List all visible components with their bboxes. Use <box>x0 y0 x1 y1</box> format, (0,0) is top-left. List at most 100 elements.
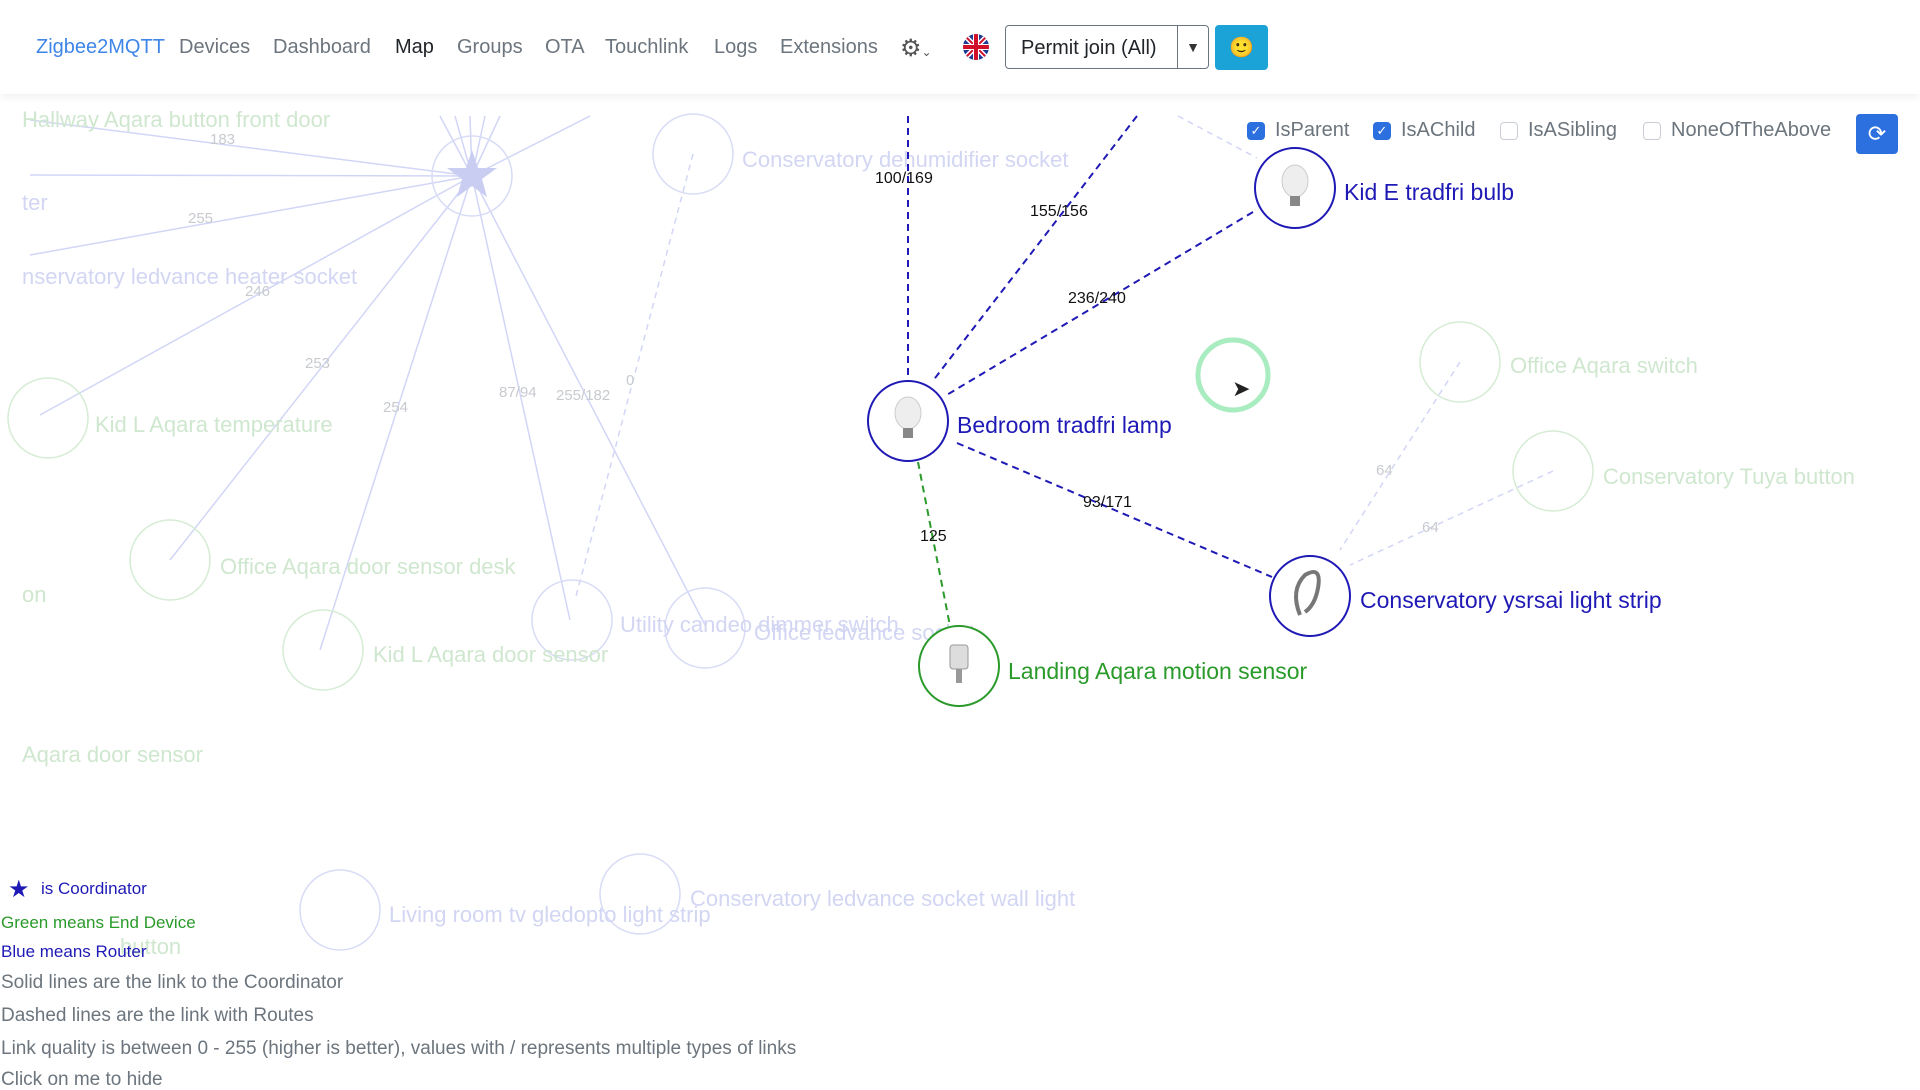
checkbox-isachild[interactable]: ✓ <box>1373 121 1391 140</box>
filter-isachild-label: IsAChild <box>1401 119 1476 141</box>
checkbox-isasibling[interactable] <box>1500 121 1518 140</box>
faded-node-label: Office Aqara door sensor desk <box>220 554 517 579</box>
link-label: 125 <box>920 528 947 545</box>
link-label: 93/171 <box>1083 494 1132 511</box>
link-label: 155/156 <box>1030 203 1088 220</box>
faded-node-label: Office Aqara switch <box>1510 353 1698 378</box>
nav-touchlink[interactable]: Touchlink <box>605 36 689 58</box>
faded-node-label: on <box>22 582 46 607</box>
chevron-down-icon[interactable]: ▼ <box>1177 26 1208 68</box>
nav-extensions[interactable]: Extensions <box>780 36 878 58</box>
light-strip-icon <box>1294 570 1321 616</box>
faded-node-label: nservatory ledvance heater socket <box>22 264 357 289</box>
faded-node <box>1512 430 1594 512</box>
coordinator-star-icon <box>447 150 497 197</box>
uk-flag-icon[interactable] <box>963 34 989 60</box>
faded-link-label: 246 <box>245 283 270 300</box>
faded-link-label: 255 <box>188 210 213 227</box>
checkbox-noneoftheabove[interactable] <box>1643 121 1661 140</box>
faded-link-label: 253 <box>305 355 330 372</box>
link-label: 236/240 <box>1068 290 1126 307</box>
faded-node <box>664 587 746 669</box>
motion-sensor-icon <box>949 644 969 683</box>
faded-node <box>282 609 364 691</box>
legend-solid: Solid lines are the link to the Coordina… <box>1 972 344 993</box>
nav-ota[interactable]: OTA <box>545 36 585 58</box>
link-125 <box>917 461 951 627</box>
faded-node-label: ter <box>22 190 48 215</box>
link-93-171 <box>956 442 1273 578</box>
faded-link-label: 255/182 <box>556 387 610 404</box>
refresh-icon-button[interactable]: ⟳ <box>1856 114 1898 154</box>
faded-node-label: Living room tv gledopto light strip <box>389 902 711 927</box>
faded-node-label: Kid L Aqara temperature <box>95 412 333 437</box>
node-conservatory-ysrsai-light-strip[interactable]: Conservatory ysrsai light strip <box>1269 555 1662 637</box>
filter-isparent-label: IsParent <box>1275 119 1350 141</box>
brand-link[interactable]: Zigbee2MQTT <box>36 36 165 58</box>
filter-noneoftheabove-label: NoneOfTheAbove <box>1671 119 1832 141</box>
faded-node-label: Kid L Aqara door sensor <box>373 642 608 667</box>
bulb-icon <box>894 396 922 438</box>
faded-node-label: Aqara door sensor <box>22 742 203 767</box>
nav-devices[interactable]: Devices <box>179 36 251 58</box>
permit-join-button[interactable]: Permit join (All) ▼ <box>1005 25 1209 69</box>
nav-logs[interactable]: Logs <box>714 36 758 58</box>
faded-node-label: Utility candeo dimmer switch <box>620 612 899 637</box>
faded-link-label: 254 <box>383 399 408 416</box>
faded-node <box>531 579 613 661</box>
filter-isasibling-label: IsASibling <box>1528 119 1617 141</box>
legend-blue: Blue means Router <box>1 942 147 961</box>
node-label: Bedroom tradfri lamp <box>957 412 1172 438</box>
top-navbar: Zigbee2MQTT Devices Dashboard Map Groups… <box>0 0 1920 94</box>
filter-isparent[interactable]: ✓ IsParent <box>1247 119 1349 142</box>
faded-node-label: Conservatory dehumidifier socket <box>742 147 1068 172</box>
faded-node <box>299 869 381 951</box>
star-icon: ★ <box>8 876 30 903</box>
smiley-icon-button[interactable]: 🙂 <box>1215 25 1268 70</box>
bulb-icon <box>1281 164 1309 206</box>
faded-link-label: 64 <box>1376 462 1393 479</box>
active-link-labels: 100/169 155/156 236/240 93/171 125 <box>875 170 1132 545</box>
nav-map[interactable]: Map <box>395 36 434 58</box>
faded-link-label: 87/94 <box>499 384 537 401</box>
link-label: 100/169 <box>875 170 933 187</box>
settings-gear-icon[interactable]: ⚙⌄ <box>900 35 932 62</box>
faded-node-labels: Hallway Aqara button front door ter nser… <box>22 107 1855 959</box>
faded-link-label: 64 <box>1422 519 1439 536</box>
faded-link-label: 183 <box>210 131 235 148</box>
faded-node-label: button <box>120 934 181 959</box>
active-links <box>907 115 1273 627</box>
faded-node <box>7 377 89 459</box>
coordinator-node <box>431 135 513 217</box>
filter-isachild[interactable]: ✓ IsAChild <box>1373 119 1475 142</box>
faded-node-label: Conservatory ledvance socket wall light <box>690 886 1075 911</box>
faded-node-circles <box>7 113 1594 951</box>
nav-dashboard[interactable]: Dashboard <box>273 36 371 58</box>
permit-join-label: Permit join (All) <box>1021 37 1157 59</box>
filter-noneoftheabove[interactable]: NoneOfTheAbove <box>1643 119 1831 142</box>
faded-node-label: Conservatory Tuya button <box>1603 464 1855 489</box>
faded-link-labels: 183 255 246 253 254 87/94 255/182 0 64 6… <box>188 131 1439 536</box>
checkbox-isparent[interactable]: ✓ <box>1247 121 1265 140</box>
nav-groups[interactable]: Groups <box>457 36 523 58</box>
filter-isasibling[interactable]: IsASibling <box>1500 119 1617 142</box>
legend-quality: Link quality is between 0 - 255 (higher … <box>1 1038 797 1059</box>
node-label: Kid E tradfri bulb <box>1344 179 1514 205</box>
hover-highlight-circle[interactable] <box>1195 337 1271 413</box>
node-label: Conservatory ysrsai light strip <box>1360 587 1662 613</box>
faded-node <box>599 853 681 935</box>
faded-links <box>29 115 1554 651</box>
network-map[interactable]: 183 255 246 253 254 87/94 255/182 0 64 6… <box>0 94 1920 1080</box>
node-label: Landing Aqara motion sensor <box>1008 658 1308 684</box>
link-155-156 <box>931 115 1138 383</box>
node-kid-e-tradfri-bulb[interactable]: Kid E tradfri bulb <box>1254 147 1514 229</box>
faded-link-label: 0 <box>626 372 634 389</box>
faded-node <box>652 113 734 195</box>
legend-dashed: Dashed lines are the link with Routes <box>1 1005 314 1026</box>
faded-node <box>1419 321 1501 403</box>
faded-node-label: Hallway Aqara button front door <box>22 107 330 132</box>
mouse-cursor-icon: ➤ <box>1232 376 1251 401</box>
node-bedroom-tradfri-lamp[interactable]: Bedroom tradfri lamp <box>867 380 1172 462</box>
node-landing-aqara-motion-sensor[interactable]: Landing Aqara motion sensor <box>918 625 1308 707</box>
legend-coordinator: is Coordinator <box>41 879 147 898</box>
